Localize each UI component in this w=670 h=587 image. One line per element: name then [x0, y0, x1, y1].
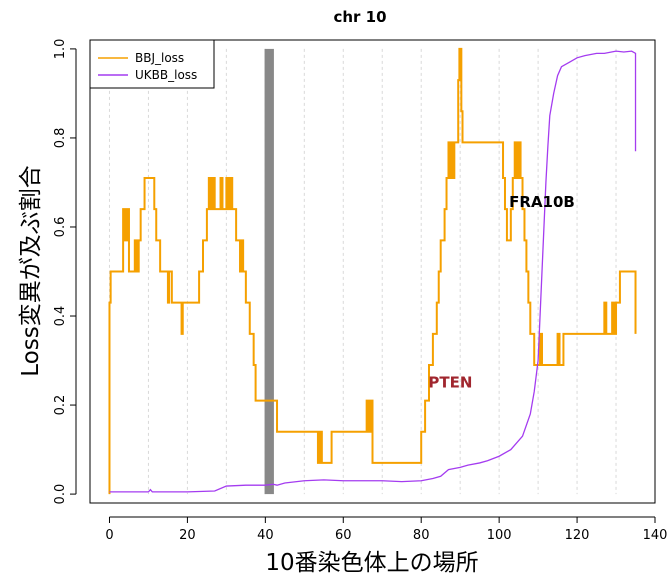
series-line-ukbb-loss: [109, 50, 637, 493]
y-axis-title: Loss変異が及ぶ割合: [18, 165, 44, 376]
y-tick-label: 0.0: [53, 484, 68, 505]
grid-layer: [108, 48, 617, 495]
y-tick-label: 0.2: [53, 395, 68, 416]
x-tick-label: 60: [335, 528, 352, 543]
legend-box: [89, 39, 215, 89]
y-tick-label: 0.8: [53, 128, 68, 149]
series-line-bbj-loss: [108, 47, 637, 495]
y-tick-label: 0.6: [53, 217, 68, 238]
centromere-layer: [264, 48, 274, 495]
y-tick-label: 0.4: [53, 306, 68, 327]
annotation-pten: PTEN: [428, 373, 472, 391]
x-tick-label: 100: [487, 528, 512, 543]
x-axis-title: 10番染色体上の場所: [265, 550, 478, 576]
x-tick-label: 0: [105, 528, 113, 543]
legend-label: BBJ_loss: [135, 51, 184, 65]
legend-label: UKBB_loss: [135, 68, 197, 82]
axes-layer: 0 20 40 60 80 100 120 140 0.0 0.2 0.4 0.6 0.8 1.0: [53, 39, 667, 543]
x-tick-label: 20: [179, 528, 196, 543]
x-tick-label: 80: [413, 528, 430, 543]
x-tick-label: 140: [643, 528, 668, 543]
x-tick-label: 120: [565, 528, 590, 543]
plot-frame: [89, 39, 656, 504]
annotation-fra10b: FRA10B: [509, 193, 575, 211]
annotation-layer: PTEN FRA10B: [428, 193, 574, 391]
chart-title: chr 10: [333, 8, 386, 26]
x-tick-label: 40: [257, 528, 274, 543]
centromere-band: [264, 48, 274, 495]
y-tick-label: 1.0: [53, 39, 68, 60]
series-layer: [108, 47, 637, 495]
legend: BBJ_loss UKBB_loss: [89, 39, 215, 89]
